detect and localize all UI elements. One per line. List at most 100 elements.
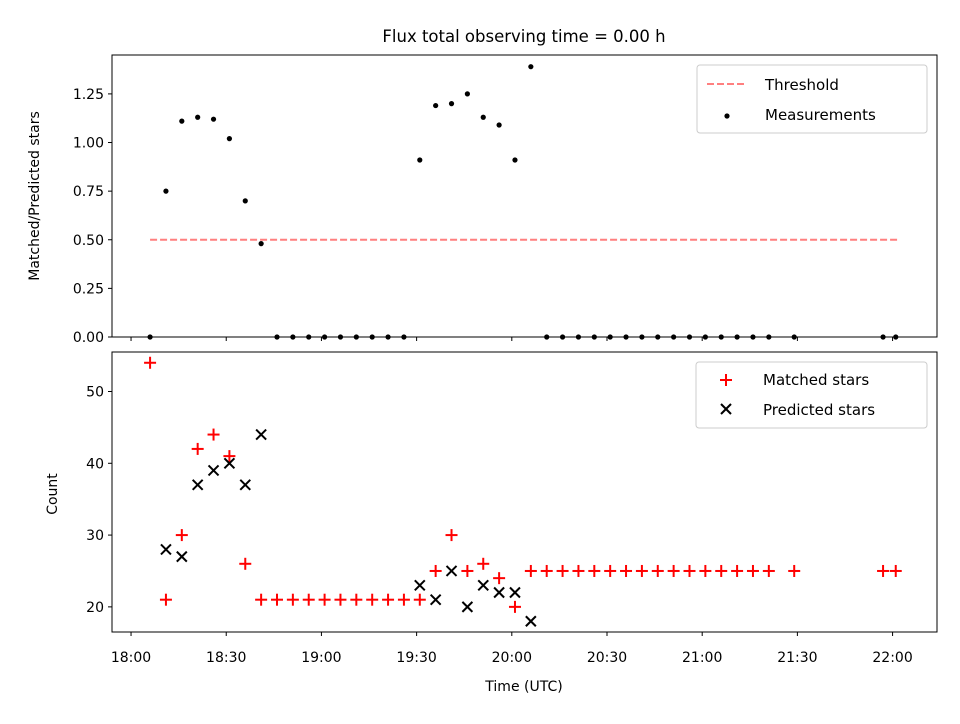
predicted-star-stroke	[255, 428, 267, 441]
bottom-x-tick-label: 19:00	[301, 650, 341, 666]
matched-star-point	[191, 442, 204, 455]
predicted-star-stroke	[160, 543, 172, 556]
predicted-star-point	[493, 586, 505, 599]
bottom-x-tick-label: 21:00	[682, 650, 722, 666]
matched-star-point	[889, 564, 902, 577]
matched-star-point	[302, 593, 315, 606]
top-y-tick-label: 1.00	[73, 136, 104, 152]
predicted-star-point	[414, 579, 426, 592]
matched-star-point	[159, 593, 172, 606]
predicted-star-point	[429, 593, 442, 606]
measurement-point	[226, 136, 233, 142]
measurement-point	[448, 101, 455, 107]
predicted-star-point	[445, 565, 458, 577]
predicted-star-stroke	[525, 615, 537, 627]
predicted-star-stroke	[207, 464, 220, 477]
bottom-x-tick-label: 18:30	[206, 650, 246, 666]
matched-star-point	[286, 593, 299, 606]
top-y-tick-label: 1.25	[73, 87, 104, 103]
matched-star-point	[334, 593, 347, 606]
predicted-star-stroke	[509, 586, 521, 599]
matched-star-point	[540, 564, 553, 577]
measurement-point	[528, 64, 534, 70]
matched-star-point	[604, 564, 617, 577]
matched-star-point	[477, 557, 490, 570]
predicted-star-stroke	[414, 579, 426, 592]
predicted-star-point	[223, 457, 236, 469]
measurement-point	[464, 91, 470, 97]
matched-star-point	[239, 557, 252, 570]
matched-star-point	[762, 564, 775, 577]
matched-star-point	[382, 593, 395, 606]
matched-star-point	[255, 593, 268, 606]
legend-measurements-swatch	[724, 113, 730, 119]
predicted-star-point	[509, 586, 521, 599]
top-panel: Flux total observing time = 0.00 h Match…	[27, 27, 938, 346]
measurement-point	[496, 122, 502, 128]
legend-matched-label: Matched stars	[763, 371, 869, 389]
predicted-star-point	[239, 479, 251, 491]
bottom-panel: Count Time (UTC) 20 30 40 50 18:00 18:30 19:00…	[45, 351, 938, 695]
bottom-x-tick-label: 21:30	[777, 650, 817, 666]
predicted-star-stroke	[477, 579, 489, 592]
bottom-legend-box	[695, 361, 928, 429]
predicted-star-point	[191, 479, 204, 491]
legend-matched-swatch	[720, 374, 732, 386]
bottom-x-tick-label: 19:30	[396, 650, 436, 666]
matched-star-point	[651, 564, 664, 577]
matched-star-point	[556, 564, 569, 577]
matched-star-point	[175, 529, 188, 542]
measurement-point	[417, 157, 423, 163]
matched-star-point	[271, 593, 283, 606]
bottom-legend: Matched stars Predicted stars	[695, 361, 928, 429]
top-legend-box	[696, 64, 928, 134]
bottom-x-axis-label: Time (UTC)	[484, 679, 562, 695]
predicted-star-point	[160, 543, 172, 556]
measurement-point	[210, 116, 217, 122]
matched-star-point	[461, 564, 474, 577]
matched-star-point	[667, 564, 680, 577]
matched-star-point	[445, 529, 458, 542]
bottom-plot-frame	[111, 351, 938, 633]
bottom-x-tick-label: 22:00	[872, 650, 912, 666]
top-y-axis-label: Matched/Predicted stars	[27, 111, 43, 281]
legend-predicted-label: Predicted stars	[763, 401, 875, 419]
matched-star-point	[588, 564, 601, 577]
matched-star-point	[620, 564, 633, 577]
predicted-star-point	[461, 601, 474, 613]
matched-star-point	[508, 600, 521, 613]
measurement-point	[480, 114, 486, 120]
top-y-tick-label: 0.50	[73, 233, 104, 249]
matched-star-point	[413, 593, 426, 606]
measurement-point	[242, 198, 248, 204]
top-legend: Threshold Measurements	[696, 64, 928, 134]
measurement-point	[195, 114, 201, 120]
matched-star-point	[524, 564, 537, 577]
measurement-point	[258, 241, 264, 247]
predicted-star-point	[525, 615, 537, 627]
top-y-tick-label: 0.75	[73, 184, 104, 200]
bottom-y-axis-label: Count	[45, 473, 61, 515]
matched-star-point	[144, 356, 157, 369]
predicted-star-point	[477, 579, 489, 592]
matched-star-point	[223, 450, 236, 463]
matched-star-point	[429, 564, 442, 577]
bottom-y-tick-label: 20	[86, 600, 104, 616]
measurement-point	[433, 102, 439, 109]
bottom-y-tick-label: 50	[86, 384, 104, 400]
matched-star-point	[493, 572, 506, 585]
predicted-star-stroke	[176, 550, 188, 563]
legend-threshold-label: Threshold	[764, 76, 839, 94]
matched-star-point	[572, 564, 585, 577]
bottom-x-tick-label: 18:00	[111, 650, 151, 666]
measurement-point	[179, 118, 185, 124]
matched-star-point	[746, 564, 759, 577]
predicted-star-stroke	[223, 457, 236, 469]
measurement-point	[163, 188, 169, 194]
measurement-point	[512, 157, 518, 163]
matched-star-point	[207, 428, 220, 441]
predicted-star-point	[176, 550, 188, 563]
matched-star-point	[350, 593, 363, 606]
predicted-star-stroke	[461, 601, 474, 613]
matched-star-point	[366, 593, 379, 606]
